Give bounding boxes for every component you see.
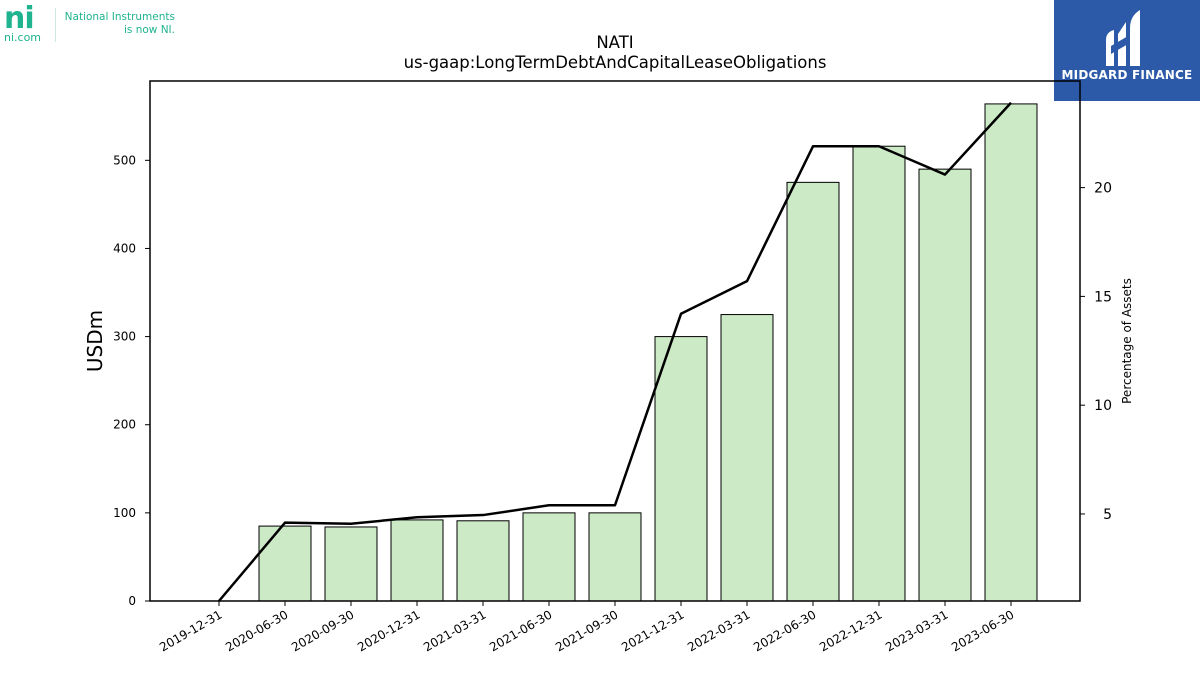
- y-tick-label-500: 500: [113, 153, 136, 167]
- x-tick-label-2021-06-30: 2021-06-30: [487, 607, 554, 654]
- y2-tick-label-10: 10: [1094, 398, 1112, 414]
- y-tick-label-100: 100: [113, 506, 136, 520]
- x-tick-label-2021-09-30: 2021-09-30: [553, 607, 620, 654]
- x-tick-label-2020-12-31: 2020-12-31: [355, 607, 422, 654]
- ni-tagline-line2: is now NI.: [123, 24, 175, 36]
- chart-subtitle: us-gaap:LongTermDebtAndCapitalLeaseOblig…: [404, 53, 827, 72]
- x-tick-label-2023-06-30: 2023-06-30: [949, 607, 1016, 654]
- right-axis: 5 10 15 20: [1080, 181, 1112, 523]
- bar-2020-09-30: [324, 526, 378, 602]
- ni-tagline-line1: National Instruments: [64, 11, 175, 23]
- bar-2021-06-30: [522, 512, 576, 602]
- y2-tick-label-5: 5: [1103, 507, 1112, 523]
- y2-tick-label-15: 15: [1094, 289, 1112, 305]
- bar-2021-09-30: [588, 512, 642, 602]
- bar-2022-03-31: [720, 314, 774, 602]
- ni-logo: ni ni.com National Instruments is now NI…: [0, 0, 190, 50]
- bar-2023-06-30: [984, 103, 1038, 602]
- midgard-finance-logo: MIDGARD FINANCE: [1054, 0, 1200, 101]
- x-tick-label-2020-06-30: 2020-06-30: [223, 607, 290, 654]
- bar-2020-06-30: [258, 525, 312, 602]
- x-tick-label-2019-12-31: 2019-12-31: [157, 607, 224, 654]
- y2-tick-label-20: 20: [1094, 181, 1112, 197]
- x-tick-label-2022-12-31: 2022-12-31: [817, 607, 884, 654]
- ni-logo-tagline: National Instruments is now NI.: [60, 11, 175, 37]
- bar-2023-03-31: [918, 168, 972, 602]
- bar-2020-12-31: [390, 519, 444, 602]
- x-tick-label-2020-09-30: 2020-09-30: [289, 607, 356, 654]
- x-axis: 2019-12-312020-06-302020-09-302020-12-31…: [157, 601, 1017, 654]
- y2-axis-label: Percentage of Assets: [1120, 278, 1134, 404]
- y-tick-label-0: 0: [128, 594, 136, 608]
- midgard-m-icon: [1106, 10, 1140, 66]
- x-tick-label-2021-03-31: 2021-03-31: [421, 607, 488, 654]
- bar-2021-12-31: [654, 336, 708, 602]
- x-tick-label-2023-03-31: 2023-03-31: [883, 607, 950, 654]
- bar-2021-03-31: [456, 520, 510, 602]
- midgard-finance-name: MIDGARD FINANCE: [1061, 68, 1193, 82]
- x-tick-label-2021-12-31: 2021-12-31: [619, 607, 686, 654]
- bar-2022-12-31: [852, 145, 906, 602]
- line-series: [218, 101, 1012, 602]
- x-tick-label-2022-03-31: 2022-03-31: [685, 607, 752, 654]
- y-tick-label-400: 400: [113, 241, 136, 255]
- chart-title: NATI: [596, 33, 633, 52]
- bar-2022-06-30: [786, 181, 840, 602]
- y-tick-label-200: 200: [113, 418, 136, 432]
- ni-logo-mark: ni: [4, 1, 35, 36]
- y-tick-label-300: 300: [113, 330, 136, 344]
- ni-logo-url: ni.com: [4, 31, 42, 44]
- x-tick-label-2022-06-30: 2022-06-30: [751, 607, 818, 654]
- ni-logo-divider: [55, 8, 56, 42]
- bar-series: [258, 103, 1038, 602]
- y-axis-label: USDm: [83, 310, 107, 372]
- left-axis: 0 100 200 300 400 500: [113, 153, 150, 608]
